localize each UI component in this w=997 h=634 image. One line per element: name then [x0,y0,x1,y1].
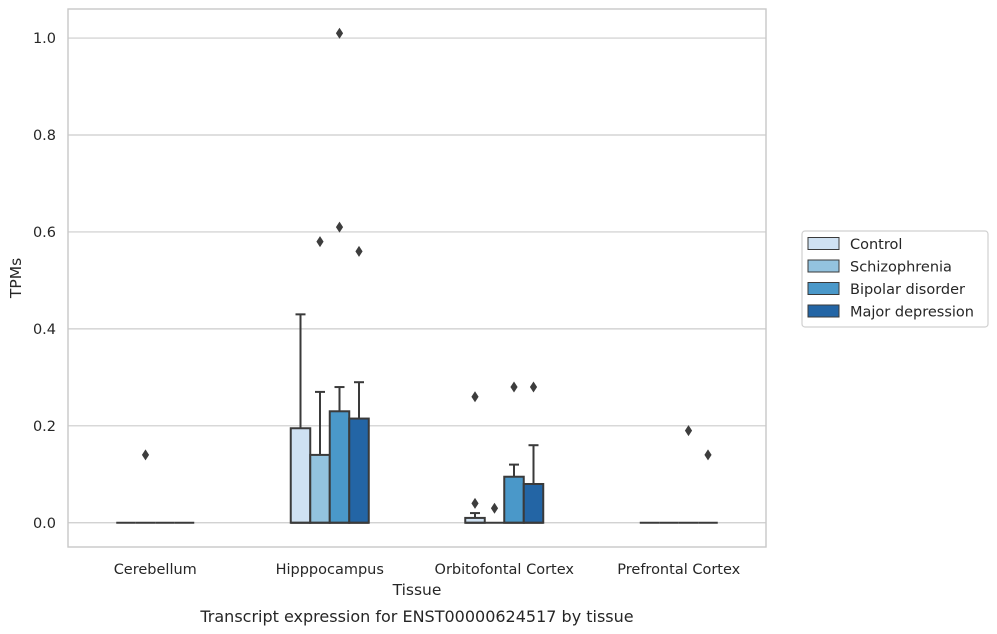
outlier-point [355,245,363,257]
box [309,453,331,524]
outlier-point [141,449,150,461]
legend-label: Control [850,237,902,253]
x-tick-label: Orbitofontal Cortex [435,562,575,578]
legend-swatch [807,282,840,295]
x-tick-label: Cerebellum [114,562,197,578]
outlier-point [704,449,712,461]
outlier-point [335,27,344,39]
box [503,475,525,524]
y-tick-label: 0.0 [33,516,56,532]
y-axis-title: TPMs [7,258,25,299]
legend-label: Bipolar disorder [850,282,965,298]
chart-caption: Transcript expression for ENST0000062451… [199,607,633,626]
legend-box [801,230,989,328]
y-tick-label: 0.2 [33,419,56,435]
legend-label: Major depression [850,305,974,321]
legend-swatch [807,237,840,250]
y-tick-label: 0.8 [33,128,56,144]
outlier-point [471,391,479,403]
outlier-point [510,381,518,393]
y-tick-label: 1.0 [33,31,56,47]
outlier-point [529,381,538,393]
outlier-point [684,425,693,437]
legend-swatch [807,259,840,273]
outlier-point [335,221,344,233]
y-tick-label: 0.6 [33,225,56,241]
outlier-point [316,236,324,248]
y-tick-label: 0.4 [33,322,56,338]
legend-swatch [807,304,840,318]
box [522,482,545,524]
box [348,417,370,524]
box [289,427,312,524]
x-axis-title: Tissue [392,581,442,599]
box [328,410,351,524]
x-tick-label: Prefrontal Cortex [617,562,740,578]
plot-frame [67,8,767,548]
x-tick-label: Hipppocampus [276,562,384,578]
outlier-point [490,502,499,514]
legend-label: Schizophrenia [850,260,952,276]
outlier-point [471,497,479,509]
